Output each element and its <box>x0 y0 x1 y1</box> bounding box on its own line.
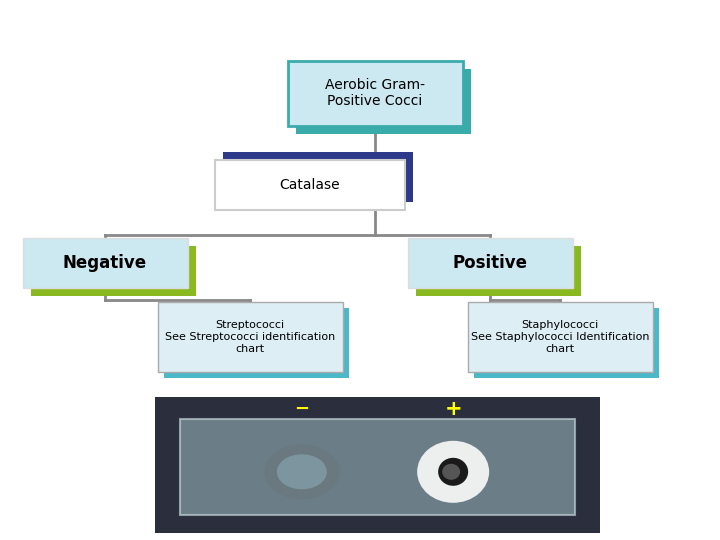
Text: Negative: Negative <box>63 254 147 272</box>
Bar <box>474 308 659 378</box>
Bar <box>158 302 343 372</box>
Text: Streptococci
See Streptococci identification
chart: Streptococci See Streptococci identifica… <box>165 320 335 354</box>
Bar <box>408 238 573 288</box>
Ellipse shape <box>264 444 339 500</box>
Bar <box>155 397 600 533</box>
Ellipse shape <box>438 458 468 486</box>
Bar <box>31 246 196 296</box>
Text: Catalase: Catalase <box>279 178 341 192</box>
Bar <box>288 61 463 126</box>
Ellipse shape <box>442 464 460 480</box>
Bar <box>180 419 575 515</box>
Bar <box>164 308 349 378</box>
Ellipse shape <box>277 454 327 489</box>
Bar <box>468 302 653 372</box>
Text: Positive: Positive <box>452 254 528 272</box>
Text: Staphylococci
See Staphylococci Identification
chart: Staphylococci See Staphylococci Identifi… <box>471 320 649 354</box>
Bar <box>223 152 413 202</box>
Bar <box>215 160 405 210</box>
Bar <box>296 69 471 134</box>
Text: Aerobic Gram-
Positive Cocci: Aerobic Gram- Positive Cocci <box>325 78 425 108</box>
Text: +: + <box>444 399 462 419</box>
Text: −: − <box>294 400 310 418</box>
Ellipse shape <box>417 441 489 503</box>
Bar <box>416 246 581 296</box>
Bar <box>23 238 188 288</box>
